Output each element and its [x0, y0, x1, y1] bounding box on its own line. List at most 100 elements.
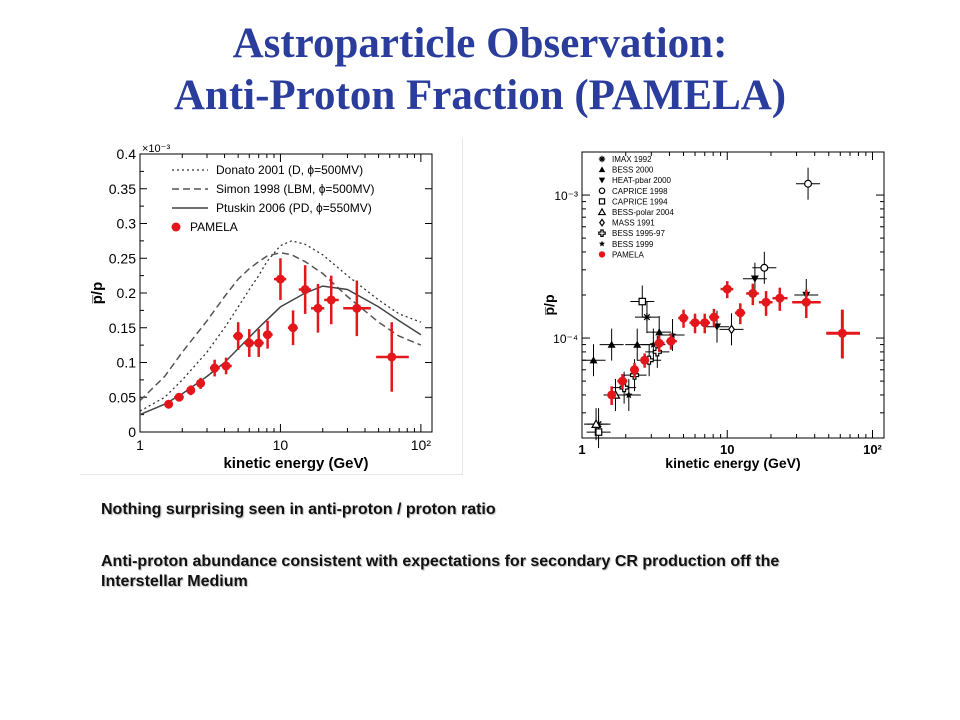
bullet-text-2: Anti-proton abundance consistent with ex…	[101, 553, 780, 590]
pamela-data-point	[310, 283, 325, 333]
y-tick-label: 0.4	[117, 146, 137, 162]
pamela-marker	[244, 338, 254, 348]
point-marker	[633, 340, 642, 348]
y-tick-label: 10⁻³	[554, 189, 578, 203]
pamela-data-point	[164, 399, 174, 409]
pamela-marker	[300, 285, 310, 295]
y-multiplier-label: ×10⁻³	[142, 143, 170, 155]
point-marker	[727, 324, 736, 335]
y-axis-label: p̅/p	[89, 282, 106, 305]
point-marker	[591, 418, 602, 428]
pamela-marker	[313, 303, 323, 313]
y-tick-label: 0.15	[109, 320, 136, 336]
x-axis-label: kinetic energy (GeV)	[223, 455, 368, 472]
pamela-data-point	[607, 386, 617, 406]
left-chart-panel: 0 0.05 0.1 0.15 0.2 0.25 0.3 0.35 0.4 ×10⁻³ 1 10 10²…	[80, 138, 463, 475]
pamela-marker	[679, 313, 689, 323]
pamela-data-point	[298, 265, 311, 314]
legend-marker	[598, 187, 606, 195]
pamela-marker	[275, 274, 285, 284]
point-marker	[760, 263, 769, 272]
data-point-square-open	[586, 416, 611, 449]
data-point-star	[616, 378, 641, 411]
point-marker	[607, 340, 616, 348]
pamela-marker	[326, 295, 336, 305]
data-point-triangle-up	[581, 344, 606, 377]
antiproton-ratio-log-chart: 10⁻³ 10⁻⁴ 1 10 10² kinetic energy (GeV) p̅/p IM…	[541, 151, 885, 471]
pamela-ratio-linear-chart: 0 0.05 0.1 0.15 0.2 0.25 0.3 0.35 0.4 ×10⁻³ 1 10 10²…	[89, 143, 433, 472]
data-point-asterisk	[634, 301, 659, 334]
legend-label: Simon 1998 (LBM, ϕ=500MV)	[216, 182, 374, 196]
pamela-marker	[748, 288, 758, 298]
y-tick-label: 0.05	[109, 389, 136, 405]
pamela-data-point	[826, 309, 860, 359]
pamela-data-point	[689, 313, 701, 334]
legend-label: Ptuskin 2006 (PD, ϕ=550MV)	[216, 201, 372, 215]
legend-marker	[598, 198, 606, 205]
pamela-marker	[210, 363, 220, 373]
bullet-text-1: Nothing surprising seen in anti-proton /…	[101, 501, 496, 518]
legend-label: BESS 1995-97	[612, 229, 665, 238]
pamela-data-point	[221, 357, 232, 375]
data-point-diamond-open	[719, 313, 744, 346]
point-marker	[594, 428, 603, 436]
legend-label: IMAX 1992	[612, 155, 652, 164]
pamela-data-point	[174, 392, 184, 402]
point-marker	[625, 391, 633, 399]
pamela-marker	[254, 338, 264, 348]
legend-pamela-marker	[171, 222, 181, 232]
pamela-marker	[186, 385, 196, 395]
pamela-marker	[837, 328, 847, 338]
x-tick-label: 1	[578, 442, 585, 457]
pamela-marker	[263, 330, 273, 340]
point-marker	[589, 356, 598, 364]
pamela-marker	[735, 308, 745, 318]
pamela-marker	[666, 336, 676, 346]
pamela-data-point	[209, 359, 220, 377]
pamela-data-point	[287, 310, 298, 346]
x-tick-label: 10²	[863, 442, 882, 457]
pamela-data-point	[376, 322, 409, 392]
pamela-marker	[640, 355, 650, 365]
pamela-marker	[801, 297, 811, 307]
pamela-data-point	[772, 287, 788, 311]
pamela-marker	[630, 365, 640, 375]
legend-label: HEAT-pbar 2000	[612, 176, 672, 185]
pamela-data-point	[654, 335, 665, 352]
legend-label: Donato 2001 (D, ϕ=500MV)	[216, 163, 363, 177]
legend-marker	[598, 166, 606, 173]
legend-marker	[599, 240, 605, 247]
legend-marker	[597, 207, 607, 216]
pamela-data-point	[700, 313, 710, 334]
pamela-marker	[654, 338, 664, 348]
pamela-data-point	[274, 258, 287, 300]
point-marker	[804, 179, 813, 188]
pamela-marker	[761, 297, 771, 307]
y-axis-label: p̅/p	[541, 295, 557, 316]
legend-marker	[598, 251, 606, 258]
point-marker	[649, 340, 658, 348]
pamela-data-point	[678, 309, 689, 328]
pamela-marker	[174, 392, 184, 402]
legend-marker	[598, 177, 606, 184]
pamela-data-point	[746, 283, 759, 306]
legend-marker	[598, 229, 606, 237]
data-point-circle-open	[796, 167, 821, 200]
pamela-data-point	[666, 333, 677, 350]
legend-label: BESS-polar 2004	[612, 208, 674, 217]
pamela-data-point	[640, 353, 650, 368]
slide-title-line-2: Anti-Proton Fraction (PAMELA)	[173, 72, 787, 119]
y-tick-label: 0.3	[117, 216, 137, 232]
data-point-circle-open	[752, 251, 777, 284]
pamela-data-point	[734, 303, 746, 325]
point-marker	[655, 328, 664, 336]
data-point-triangle-open	[584, 408, 609, 441]
y-tick-label: 10⁻⁴	[553, 332, 578, 346]
point-marker	[750, 275, 759, 283]
pamela-data-point	[243, 329, 255, 357]
pamela-data-point	[196, 377, 206, 389]
pamela-marker	[196, 378, 206, 388]
y-tick-label: 0.25	[109, 250, 136, 266]
pamela-marker	[288, 323, 298, 333]
slide-title-line-1: Astroparticle Observation:	[232, 20, 728, 67]
